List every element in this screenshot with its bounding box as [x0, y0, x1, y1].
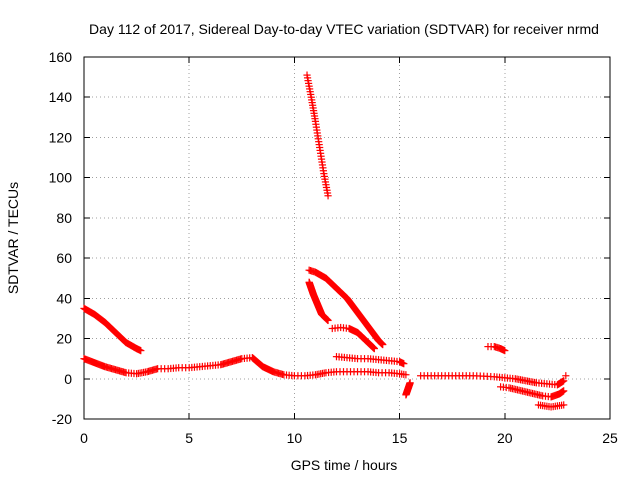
arched-track-point-54 — [370, 345, 378, 353]
axis-tick-labels: 0 5 10 15 20 25 -20 0 20 40 60 80 100 120 140 160 — [49, 49, 618, 446]
steep-descending-track — [303, 71, 332, 200]
evening-high-track — [484, 343, 509, 355]
y-tick-label-4: 60 — [56, 250, 72, 266]
evening-lowest-track-point-12 — [560, 401, 568, 409]
evening-track-point-59 — [560, 377, 568, 385]
y-tick-label-1: 0 — [64, 371, 72, 387]
final-point-point-0 — [562, 372, 570, 380]
y-tick-label-9: 160 — [49, 49, 73, 65]
y-tick-label-3: 40 — [56, 290, 72, 306]
y-tick-label-7: 120 — [49, 129, 73, 145]
x-tick-label-5: 25 — [602, 430, 618, 446]
evening-lower-track-point-41 — [560, 387, 568, 395]
evening-high-track-point-12 — [501, 347, 509, 355]
y-tick-label-5: 80 — [56, 210, 72, 226]
x-tick-label-3: 15 — [392, 430, 408, 446]
isolated-points — [402, 379, 414, 399]
steep-descending-track-point-43 — [324, 192, 332, 200]
axis-ticks — [83, 56, 611, 420]
evening-lower-track — [496, 383, 568, 401]
x-axis-title: GPS time / hours — [291, 457, 398, 473]
upper-descending-track — [305, 266, 387, 349]
y-tick-label-2: 20 — [56, 331, 72, 347]
baseline-track — [80, 354, 410, 380]
y-tick-label-0: -20 — [52, 411, 72, 427]
isolated-points-point-28 — [402, 391, 410, 399]
chart-title: Day 112 of 2017, Sidereal Day-to-day VTE… — [89, 21, 599, 37]
early-high-track-point-98 — [137, 347, 145, 355]
evening-track — [417, 372, 568, 389]
y-tick-label-6: 100 — [49, 170, 73, 186]
baseline-track-point-181 — [402, 371, 410, 379]
final-point — [562, 372, 570, 380]
plateau-track-point-28 — [400, 360, 408, 368]
x-tick-label-4: 20 — [497, 430, 513, 446]
early-high-track — [80, 304, 145, 355]
grid-lines — [84, 57, 610, 419]
arched-track — [328, 323, 378, 353]
x-tick-label-0: 0 — [80, 430, 88, 446]
plot-axes — [83, 56, 611, 420]
lower-descending-track — [305, 278, 332, 325]
upper-descending-track-point-171 — [379, 340, 387, 349]
plot-frame — [83, 56, 611, 420]
lower-descending-track-point-88 — [324, 316, 332, 325]
y-tick-label-8: 140 — [49, 89, 73, 105]
data-points — [80, 71, 570, 411]
x-tick-label-2: 10 — [287, 430, 303, 446]
y-axis-title: SDTVAR / TECUs — [5, 182, 21, 294]
evening-lowest-track — [534, 401, 568, 411]
x-tick-label-1: 5 — [185, 430, 193, 446]
plateau-track — [332, 353, 408, 368]
